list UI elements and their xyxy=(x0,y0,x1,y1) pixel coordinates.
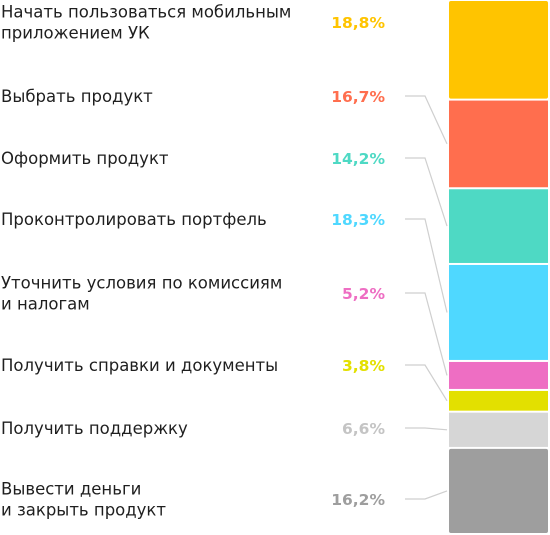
connector-line xyxy=(405,218,448,313)
connector-line xyxy=(405,292,448,376)
bar-segment xyxy=(449,264,548,360)
value-label: 18,8% xyxy=(331,14,385,32)
value-label: 6,6% xyxy=(342,420,385,438)
value-label: 5,2% xyxy=(342,285,385,303)
bar-segment xyxy=(449,390,548,411)
bar-segment xyxy=(449,100,548,188)
category-label: Начать пользоваться мобильным приложением… xyxy=(1,3,291,43)
connector-line xyxy=(405,490,448,500)
value-label: 16,2% xyxy=(331,491,385,509)
category-label: Уточнить условия по комиссиям и налогам xyxy=(1,274,282,314)
connector-line xyxy=(405,427,448,431)
category-label: Выбрать продукт xyxy=(1,87,153,106)
category-label: Получить справки и документы xyxy=(1,356,278,375)
bar-segment xyxy=(449,412,548,447)
bar-segment xyxy=(449,189,548,263)
value-label: 16,7% xyxy=(331,88,385,106)
bar-segment xyxy=(449,448,548,533)
category-labels: Начать пользоваться мобильным приложением… xyxy=(1,3,291,520)
value-labels: 18,8% 16,7% 14,2% 18,3% 5,2% 3,8% 6,6% 16,2% xyxy=(331,14,385,509)
bar-segment xyxy=(449,361,548,389)
connector-lines xyxy=(405,95,448,500)
value-label: 18,3% xyxy=(331,211,385,229)
category-label: Оформить продукт xyxy=(1,149,169,168)
connector-line xyxy=(405,364,448,402)
connector-line xyxy=(405,157,448,227)
bar-segment xyxy=(449,1,548,99)
value-label: 3,8% xyxy=(342,357,385,375)
category-label: Проконтролировать портфель xyxy=(1,210,267,229)
connector-line xyxy=(405,95,448,145)
category-label: Получить поддержку xyxy=(1,419,188,438)
category-label: Вывести деньги и закрыть продукт xyxy=(1,480,166,520)
stacked-bar xyxy=(449,1,548,533)
value-label: 14,2% xyxy=(331,150,385,168)
